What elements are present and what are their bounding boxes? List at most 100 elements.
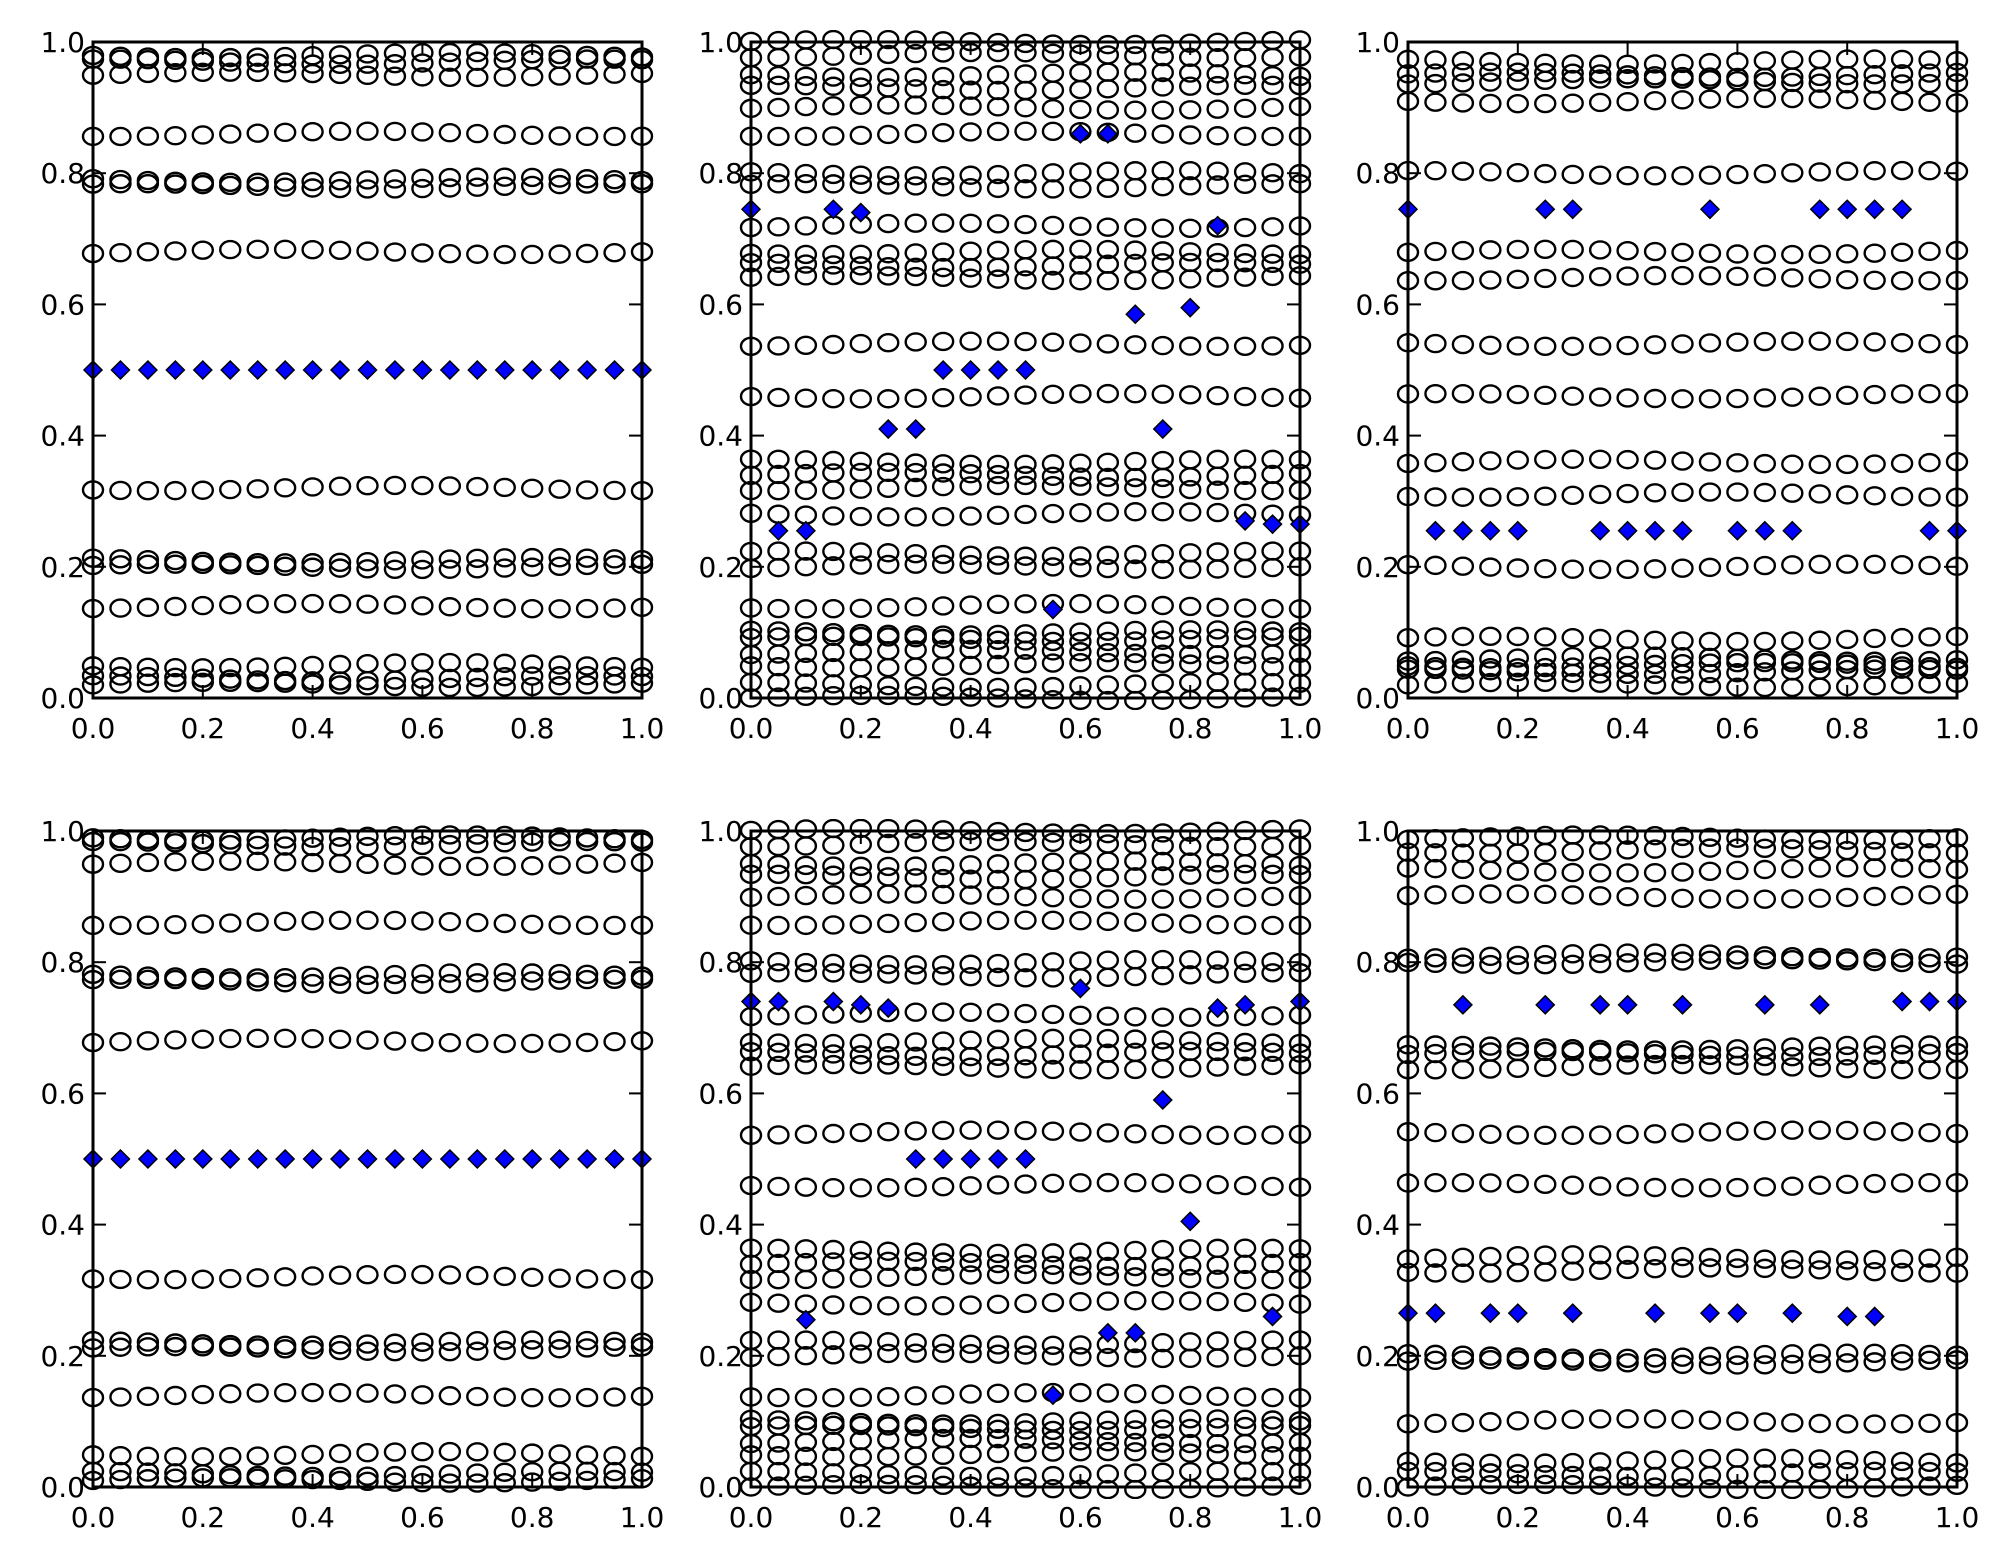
circle-point: [548, 244, 571, 264]
circle-point: [822, 46, 845, 66]
diamond-point: [302, 1148, 323, 1170]
circle-point: [356, 241, 379, 261]
circle-point: [1506, 658, 1530, 678]
circle-point: [1096, 652, 1120, 673]
circle-point: [521, 244, 544, 265]
circle-point: [1506, 648, 1530, 668]
circle-point: [986, 1243, 1010, 1264]
circle-point: [1124, 1007, 1147, 1027]
circle-point: [849, 658, 872, 678]
circle-point: [1124, 478, 1147, 498]
circle-point: [1151, 46, 1174, 67]
circle-point: [1261, 97, 1284, 118]
circle-point: [767, 963, 790, 983]
circle-point: [1233, 1032, 1257, 1053]
circle-point: [877, 685, 900, 706]
circle-point: [986, 594, 1010, 615]
circle-point: [493, 43, 516, 63]
circle-point: [273, 1267, 297, 1287]
circle-point: [1506, 1453, 1530, 1474]
circle-point: [383, 551, 407, 571]
circle-point: [849, 244, 872, 264]
circle-point: [1808, 1353, 1831, 1374]
circle-point: [986, 910, 1010, 931]
circle-point: [1424, 63, 1447, 83]
circle-point: [1041, 475, 1065, 496]
circle-point: [1506, 861, 1530, 881]
circle-point: [548, 831, 571, 852]
circle-point: [767, 244, 790, 264]
circle-point: [822, 96, 845, 116]
circle-point: [164, 1030, 187, 1050]
circle-point: [1863, 1352, 1886, 1372]
y-tick-label: 0.4: [1355, 1209, 1400, 1242]
circle-point: [794, 1446, 818, 1467]
circle-point: [1178, 865, 1202, 885]
circle-point: [1069, 453, 1092, 473]
circle-point: [493, 666, 516, 687]
circle-point: [1124, 912, 1147, 932]
circle-point: [1124, 674, 1147, 694]
circle-point: [794, 66, 818, 87]
y-tick-label: 0.6: [698, 1077, 743, 1110]
circle-point: [246, 835, 269, 856]
circle-point: [438, 476, 462, 496]
circle-point: [1151, 673, 1174, 693]
circle-point: [1069, 62, 1092, 83]
diamond-point: [1754, 520, 1775, 541]
circle-point: [328, 1265, 352, 1285]
circle-point: [1671, 1054, 1694, 1075]
circle-point: [1014, 968, 1037, 988]
circle-point: [1206, 864, 1229, 885]
circle-point: [466, 1033, 489, 1053]
circle-point: [1124, 384, 1147, 404]
circle-point: [328, 1029, 352, 1050]
circle-point: [1835, 1046, 1859, 1066]
circle-point: [1835, 1058, 1859, 1079]
circle-point: [603, 1337, 626, 1357]
circle-point: [1506, 163, 1530, 183]
circle-point: [1918, 555, 1941, 576]
circle-point: [1643, 862, 1667, 883]
circle-point: [246, 53, 269, 73]
circle-point: [411, 596, 434, 616]
circle-point: [1588, 165, 1612, 185]
circle-point: [904, 686, 927, 706]
circle-point: [1918, 1035, 1941, 1055]
circle-point: [1014, 121, 1037, 141]
circle-point: [1890, 270, 1914, 291]
circle-point: [109, 169, 132, 190]
circle-point: [383, 653, 407, 673]
circle-point: [1261, 952, 1284, 972]
circle-point: [767, 480, 790, 501]
circle-point: [986, 1428, 1010, 1449]
circle-point: [521, 1443, 544, 1463]
circle-point: [1781, 555, 1804, 575]
circle-point: [466, 476, 489, 497]
circle-point: [1206, 242, 1229, 263]
circle-point: [548, 168, 571, 188]
circle-point: [1588, 449, 1612, 469]
circle-point: [383, 1472, 407, 1492]
circle-point: [931, 686, 955, 707]
circle-point: [1014, 853, 1037, 873]
circle-point: [273, 46, 297, 67]
circle-point: [246, 968, 269, 988]
circle-point: [1671, 1040, 1694, 1060]
circle-point: [986, 214, 1010, 234]
circle-point: [931, 95, 955, 116]
circle-point: [164, 171, 187, 192]
circle-point: [931, 554, 955, 574]
diamond-point: [1809, 199, 1830, 220]
circle-point: [1178, 559, 1202, 580]
diamond-point: [1180, 1211, 1201, 1232]
circle-point: [356, 1471, 379, 1492]
circle-point: [767, 75, 790, 96]
circle-point: [1588, 54, 1612, 74]
circle-point: [164, 596, 187, 617]
circle-point: [986, 854, 1010, 874]
circle-point: [1261, 1042, 1284, 1063]
circle-point: [136, 1462, 160, 1482]
circle-point: [191, 172, 215, 192]
circle-point: [1534, 1245, 1557, 1265]
